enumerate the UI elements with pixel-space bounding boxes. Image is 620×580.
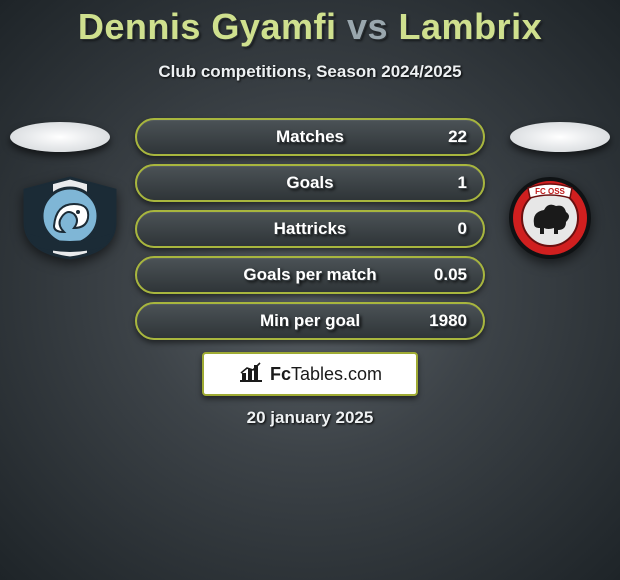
- right-disk: [510, 122, 610, 152]
- stat-right-value: 0.05: [434, 265, 467, 285]
- brand-suffix: Tables: [291, 364, 343, 384]
- page-title: Dennis Gyamfi vs Lambrix: [0, 0, 620, 48]
- stat-row-hattricks: Hattricks 0: [135, 210, 485, 248]
- date-label: 20 january 2025: [0, 408, 620, 428]
- subtitle: Club competitions, Season 2024/2025: [0, 62, 620, 82]
- player1-name: Dennis Gyamfi: [78, 6, 337, 47]
- svg-text:FC OSS: FC OSS: [535, 187, 565, 196]
- left-club-badge: [20, 176, 120, 260]
- stat-right-value: 1980: [429, 311, 467, 331]
- stat-label: Matches: [276, 127, 344, 147]
- stat-right-value: 22: [448, 127, 467, 147]
- attribution-brand: FcTables.com: [270, 364, 382, 385]
- stat-row-gpm: Goals per match 0.05: [135, 256, 485, 294]
- stat-row-goals: Goals 1: [135, 164, 485, 202]
- stat-label: Goals: [286, 173, 333, 193]
- stat-label: Hattricks: [274, 219, 347, 239]
- stat-label: Goals per match: [243, 265, 376, 285]
- stat-row-matches: Matches 22: [135, 118, 485, 156]
- brand-tld: .com: [343, 364, 382, 384]
- stats-list: Matches 22 Goals 1 Hattricks 0 Goals per…: [135, 118, 485, 348]
- brand-prefix: Fc: [270, 364, 291, 384]
- stat-label: Min per goal: [260, 311, 360, 331]
- vs-label: vs: [347, 6, 388, 47]
- attribution-box: FcTables.com: [202, 352, 418, 396]
- bars-icon: [238, 361, 264, 388]
- right-club-badge: FC OSS: [500, 176, 600, 260]
- player2-name: Lambrix: [399, 6, 543, 47]
- stat-row-mpg: Min per goal 1980: [135, 302, 485, 340]
- stat-right-value: 0: [458, 219, 467, 239]
- left-disk: [10, 122, 110, 152]
- stat-right-value: 1: [458, 173, 467, 193]
